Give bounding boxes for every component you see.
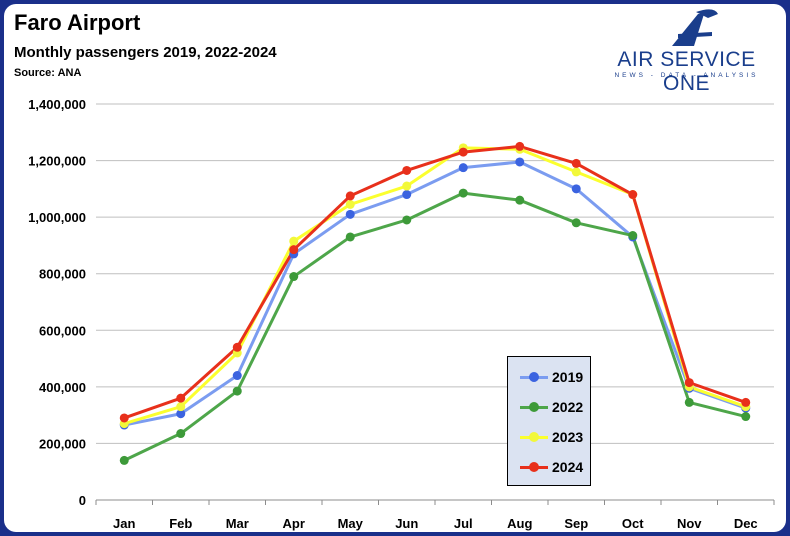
data-point-2024 [345, 191, 355, 201]
data-point-2022 [741, 412, 751, 422]
data-point-2022 [289, 272, 299, 282]
brand-logo: AIR SERVICE ONE NEWS - DATA - ANALYSIS [594, 8, 779, 95]
data-point-2019 [176, 409, 186, 419]
data-point-2024 [684, 378, 694, 388]
line-chart: 0 200,000 400,000 600,000 800,000 1,000,000 1,… [28, 97, 775, 531]
data-point-2022 [515, 195, 525, 205]
series-line-2024 [123, 144, 747, 420]
data-point-2023 [289, 236, 299, 246]
x-tick-label: Oct [622, 516, 644, 531]
data-point-2023 [345, 199, 355, 209]
data-point-2019 [232, 371, 242, 381]
y-tick-label: 600,000 [39, 323, 86, 338]
data-point-2024 [741, 397, 751, 407]
legend-swatch-marker [529, 372, 539, 382]
data-point-2023 [571, 167, 581, 177]
legend-item-2022: 2022 [508, 395, 590, 419]
y-tick-label: 1,200,000 [28, 154, 86, 169]
data-point-2024 [289, 245, 299, 255]
x-tick-label: Dec [734, 516, 758, 531]
data-point-2023 [402, 181, 412, 191]
chart-legend: 2019 2022 2023 2024 [507, 356, 591, 486]
data-point-2023 [176, 402, 186, 412]
x-tick-label: Feb [169, 516, 192, 531]
data-point-2022 [458, 188, 468, 198]
series-line-2022 [123, 191, 747, 462]
legend-swatch-marker [529, 462, 539, 472]
legend-item-2023: 2023 [508, 425, 590, 449]
legend-label: 2022 [552, 399, 584, 415]
brand-name: AIR SERVICE ONE [617, 48, 756, 95]
legend-item-2024: 2024 [508, 455, 590, 479]
x-tick-label: Sep [564, 516, 588, 531]
y-tick-label: 1,400,000 [28, 97, 86, 112]
y-tick-label: 200,000 [39, 436, 86, 451]
y-tick-label: 400,000 [39, 380, 86, 395]
x-tick-label: Aug [507, 516, 532, 531]
x-tick-label: Nov [677, 516, 702, 531]
y-tick-label: 800,000 [39, 267, 86, 282]
brand-tagline: NEWS - DATA - ANALYSIS [614, 72, 759, 79]
legend-swatch-marker [529, 402, 539, 412]
data-point-2022 [402, 215, 412, 225]
legend-label: 2023 [552, 429, 584, 445]
data-point-2024 [119, 413, 129, 423]
data-point-2022 [232, 386, 242, 396]
data-point-2024 [628, 190, 638, 200]
data-point-2024 [402, 165, 412, 175]
data-point-2024 [515, 141, 525, 151]
y-tick-label: 0 [79, 493, 86, 508]
data-point-2024 [232, 342, 242, 352]
legend-swatch-marker [529, 432, 539, 442]
x-tick-label: Jul [454, 516, 473, 531]
x-tick-label: May [338, 516, 364, 531]
legend-label: 2019 [552, 369, 584, 385]
chart-frame: Faro Airport Monthly passengers 2019, 20… [4, 4, 786, 532]
data-point-2024 [458, 147, 468, 157]
legend-item-2019: 2019 [508, 365, 590, 389]
data-point-2019 [458, 163, 468, 173]
data-point-2019 [402, 190, 412, 200]
data-point-2022 [176, 429, 186, 439]
data-point-2019 [345, 209, 355, 219]
data-point-2019 [571, 184, 581, 194]
data-point-2024 [176, 393, 186, 403]
chart-source: Source: ANA [14, 67, 82, 79]
data-point-2022 [119, 455, 129, 465]
y-tick-label: 1,000,000 [28, 210, 86, 225]
x-tick-label: Apr [283, 516, 305, 531]
data-point-2022 [628, 231, 638, 241]
x-tick-label: Mar [226, 516, 249, 531]
stylized-a-plane-icon [672, 9, 718, 46]
data-point-2022 [345, 232, 355, 242]
data-point-2024 [571, 158, 581, 168]
data-point-2022 [571, 218, 581, 228]
data-point-2019 [515, 157, 525, 167]
x-tick-label: Jan [113, 516, 135, 531]
legend-label: 2024 [552, 459, 584, 475]
chart-title: Faro Airport [14, 10, 141, 35]
chart-subtitle: Monthly passengers 2019, 2022-2024 [14, 44, 277, 61]
data-point-2022 [684, 397, 694, 407]
x-tick-label: Jun [395, 516, 418, 531]
